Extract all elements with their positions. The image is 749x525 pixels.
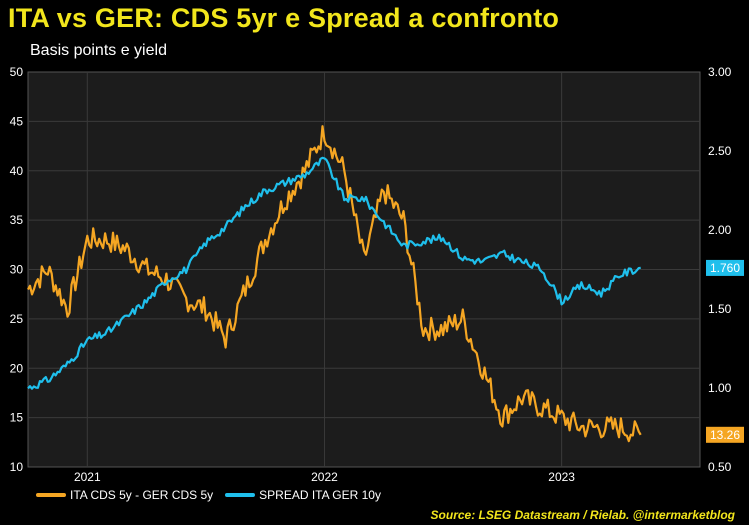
y-left-tick-label: 30 <box>10 263 24 277</box>
x-tick-label: 2021 <box>74 470 101 484</box>
chart-title: ITA vs GER: CDS 5yr e Spread a confronto <box>8 3 560 33</box>
series-line-cds <box>27 125 642 443</box>
y-left-tick-label: 25 <box>10 312 24 326</box>
legend-item-cds: ITA CDS 5y - GER CDS 5y <box>36 488 213 502</box>
end-label-cds: 13.26 <box>710 428 740 442</box>
y-left-tick-label: 50 <box>10 65 24 79</box>
legend-label-spread: SPREAD ITA GER 10y <box>259 488 381 502</box>
y-right-tick-label: 1.00 <box>708 381 732 395</box>
source-note: Source: LSEG Datastream / Rielab. @inter… <box>430 508 735 522</box>
legend: ITA CDS 5y - GER CDS 5y SPREAD ITA GER 1… <box>36 488 381 502</box>
y-left-tick-label: 10 <box>10 460 24 474</box>
y-left-tick-label: 20 <box>10 361 24 375</box>
y-left-tick-label: 15 <box>10 411 24 425</box>
x-tick-label: 2023 <box>548 470 575 484</box>
legend-label-cds: ITA CDS 5y - GER CDS 5y <box>70 488 214 502</box>
y-right-tick-label: 2.00 <box>708 223 732 237</box>
y-left-tick-label: 45 <box>10 114 24 128</box>
end-label-spread-box <box>706 259 744 276</box>
y-right-tick-label: 3.00 <box>708 65 732 79</box>
x-tick-label: 2022 <box>311 470 338 484</box>
legend-item-spread: SPREAD ITA GER 10y <box>225 488 381 502</box>
legend-swatch-cds <box>36 493 66 497</box>
legend-swatch-spread <box>225 493 256 497</box>
end-label-spread: 1.760 <box>710 261 740 275</box>
y-left-tick-label: 35 <box>10 213 24 227</box>
y-right-tick-label: 0.50 <box>708 460 732 474</box>
y-right-tick-label: 1.50 <box>708 302 732 316</box>
y-right-tick-label: 2.50 <box>708 144 732 158</box>
y-left-tick-label: 40 <box>10 164 24 178</box>
end-label-cds-box <box>706 426 744 443</box>
series-line-spread <box>27 156 641 390</box>
chart-subtitle: Basis points e yield <box>30 42 167 59</box>
